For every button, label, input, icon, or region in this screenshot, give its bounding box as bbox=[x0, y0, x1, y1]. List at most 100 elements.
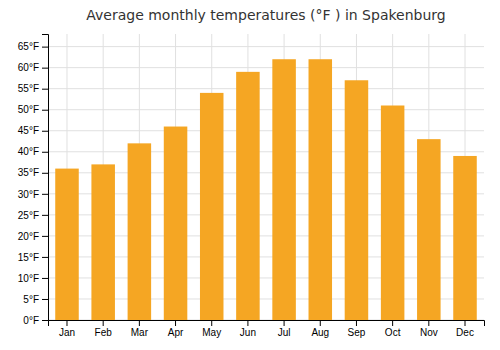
x-tick-mark bbox=[320, 320, 321, 326]
y-grid-line bbox=[48, 130, 484, 131]
bar bbox=[345, 80, 369, 320]
bar bbox=[417, 139, 441, 320]
x-tick: Apr bbox=[168, 320, 184, 338]
y-grid-line bbox=[48, 88, 484, 89]
x-tick: Jun bbox=[240, 320, 256, 338]
x-tick: Mar bbox=[131, 320, 149, 338]
y-tick-label: 20°F bbox=[18, 231, 39, 242]
y-tick-mark bbox=[42, 257, 48, 258]
y-tick-label: 45°F bbox=[18, 125, 39, 136]
y-tick-label: 25°F bbox=[18, 210, 39, 221]
x-tick-label: Aug bbox=[311, 327, 329, 338]
y-tick: 15°F bbox=[18, 252, 48, 263]
y-tick-mark bbox=[42, 89, 48, 90]
y-tick-mark bbox=[42, 194, 48, 195]
bars bbox=[55, 59, 477, 320]
x-tick-label: Mar bbox=[131, 327, 149, 338]
y-grid-line bbox=[48, 109, 484, 110]
y-grid-line bbox=[48, 67, 484, 68]
y-tick: 55°F bbox=[18, 83, 48, 94]
y-tick-label: 35°F bbox=[18, 167, 39, 178]
bar bbox=[309, 59, 333, 320]
x-tick-mark bbox=[284, 320, 285, 326]
y-tick-mark bbox=[42, 68, 48, 69]
y-axis: 0°F 5°F 10°F 15°F 20°F 25°F 30°F 35°F 40°F 45°F 50… bbox=[18, 35, 49, 326]
y-tick: 30°F bbox=[18, 189, 48, 200]
x-tick-mark bbox=[247, 320, 248, 326]
y-tick: 40°F bbox=[18, 146, 48, 157]
y-tick-label: 10°F bbox=[18, 273, 39, 284]
y-tick: 0°F bbox=[23, 315, 48, 326]
bar bbox=[55, 169, 79, 320]
x-tick: Aug bbox=[311, 320, 329, 338]
x-tick-label: May bbox=[202, 327, 221, 338]
y-tick-mark bbox=[42, 131, 48, 132]
y-tick: 25°F bbox=[18, 210, 48, 221]
x-tick-label: Nov bbox=[420, 327, 438, 338]
y-tick-label: 55°F bbox=[18, 83, 39, 94]
y-tick-mark bbox=[42, 47, 48, 48]
y-axis-line bbox=[42, 35, 49, 321]
y-tick: 50°F bbox=[18, 104, 48, 115]
y-tick-label: 40°F bbox=[18, 146, 39, 157]
y-tick: 20°F bbox=[18, 231, 48, 242]
x-tick-label: Jan bbox=[59, 327, 75, 338]
x-tick-mark bbox=[465, 320, 466, 326]
x-tick: Dec bbox=[456, 320, 474, 338]
x-tick-label: Oct bbox=[385, 327, 401, 338]
bar bbox=[128, 143, 152, 320]
y-tick-mark bbox=[42, 110, 48, 111]
x-tick: Jan bbox=[59, 320, 75, 338]
bar bbox=[200, 93, 224, 320]
y-grid-line bbox=[48, 46, 484, 47]
x-axis: Jan Feb Mar Apr May Jun Jul Aug Sep Oct Nov Dec bbox=[49, 320, 485, 338]
y-tick-mark bbox=[42, 278, 48, 279]
x-axis-line bbox=[49, 321, 485, 327]
y-tick-mark bbox=[42, 236, 48, 237]
y-tick-mark bbox=[42, 215, 48, 216]
y-tick: 45°F bbox=[18, 125, 48, 136]
plot: Jan Feb Mar Apr May Jun Jul Aug Sep Oct Nov Dec 0°F 5… bbox=[18, 34, 485, 338]
y-tick: 35°F bbox=[18, 167, 48, 178]
y-tick-mark bbox=[42, 152, 48, 153]
x-tick: Nov bbox=[420, 320, 438, 338]
x-tick-mark bbox=[428, 320, 429, 326]
y-tick-mark bbox=[42, 173, 48, 174]
x-tick-label: Jun bbox=[240, 327, 256, 338]
x-tick-label: Apr bbox=[168, 327, 184, 338]
x-tick-mark bbox=[139, 320, 140, 326]
x-tick-mark bbox=[356, 320, 357, 326]
y-tick-label: 15°F bbox=[18, 252, 39, 263]
y-tick: 60°F bbox=[18, 62, 48, 73]
x-tick: Sep bbox=[348, 320, 366, 338]
y-tick-mark bbox=[42, 320, 48, 321]
y-tick: 10°F bbox=[18, 273, 48, 284]
x-tick-label: Jul bbox=[278, 327, 291, 338]
x-tick: Oct bbox=[385, 320, 401, 338]
x-tick-mark bbox=[66, 320, 67, 326]
bar bbox=[272, 59, 296, 320]
x-tick: Feb bbox=[95, 320, 113, 338]
bar bbox=[381, 106, 405, 321]
y-tick-mark bbox=[42, 299, 48, 300]
title: Average monthly temperatures (°F ) in Sp… bbox=[86, 7, 445, 23]
x-tick-mark bbox=[103, 320, 104, 326]
y-tick-label: 50°F bbox=[18, 104, 39, 115]
bar bbox=[453, 156, 477, 320]
x-tick-mark bbox=[175, 320, 176, 326]
x-tick: Jul bbox=[278, 320, 291, 338]
y-tick-label: 5°F bbox=[23, 294, 39, 305]
x-tick-mark bbox=[392, 320, 393, 326]
x-tick-mark bbox=[211, 320, 212, 326]
chart: Jan Feb Mar Apr May Jun Jul Aug Sep Oct Nov Dec 0°F 5… bbox=[0, 0, 500, 350]
x-tick-label: Sep bbox=[348, 327, 366, 338]
y-tick-label: 60°F bbox=[18, 62, 39, 73]
x-tick-label: Dec bbox=[456, 327, 474, 338]
y-tick-label: 30°F bbox=[18, 189, 39, 200]
x-tick-label: Feb bbox=[95, 327, 113, 338]
x-tick: May bbox=[202, 320, 221, 338]
bar bbox=[164, 127, 188, 320]
y-tick: 65°F bbox=[18, 41, 48, 52]
y-tick-label: 65°F bbox=[18, 41, 39, 52]
grid bbox=[48, 34, 484, 320]
